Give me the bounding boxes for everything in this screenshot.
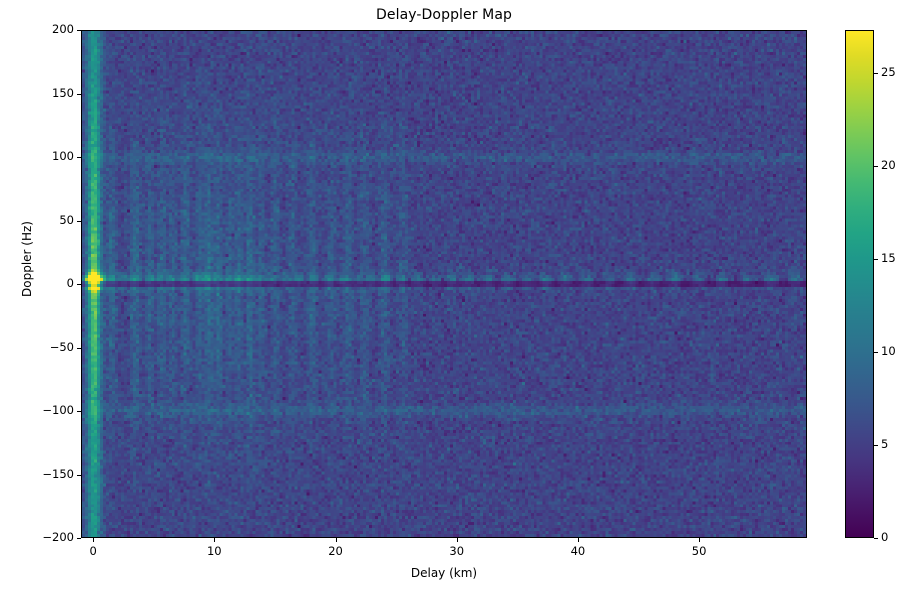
y-tick-mark [77, 220, 81, 222]
x-tick-mark [335, 538, 337, 542]
plot-area[interactable] [81, 30, 807, 538]
y-tick-label: 200 [52, 22, 74, 36]
colorbar-tick-mark [874, 351, 878, 353]
x-tick-label: 40 [570, 544, 586, 558]
y-tick-label: 50 [59, 212, 74, 227]
x-tick-label: 10 [206, 544, 222, 558]
page-title: Delay-Doppler Map [375, 7, 513, 23]
x-tick-mark [214, 538, 216, 542]
colorbar-tick-label: 15 [881, 250, 896, 265]
y-tick-mark [77, 347, 81, 349]
x-tick-label: 50 [691, 544, 707, 558]
x-tick-mark [577, 538, 579, 542]
x-tick-label: 20 [328, 544, 343, 558]
y-tick-label: −100 [42, 403, 74, 417]
x-tick-label: 30 [449, 544, 465, 558]
y-tick-label: 100 [52, 149, 74, 163]
colorbar[interactable] [845, 30, 874, 538]
y-tick-mark [77, 284, 81, 285]
y-tick-mark [77, 474, 81, 476]
y-tick-mark [77, 30, 81, 31]
x-tick-mark [456, 538, 458, 542]
y-tick-label: 0 [66, 276, 74, 290]
y-tick-label: −200 [42, 530, 74, 544]
x-tick-mark [699, 538, 701, 542]
colorbar-tick-label: 10 [881, 343, 896, 358]
y-axis-label: Doppler (Hz) [20, 221, 34, 297]
x-tick-label: 0 [89, 544, 97, 558]
delay-doppler-heatmap [82, 31, 806, 537]
y-tick-label: −150 [42, 466, 74, 481]
colorbar-gradient [846, 31, 873, 537]
colorbar-tick-mark [874, 444, 878, 446]
y-tick-mark [77, 538, 81, 539]
colorbar-tick-mark [874, 72, 878, 74]
x-axis-label: Delay (km) [410, 566, 478, 580]
colorbar-tick-label: 25 [881, 64, 896, 79]
colorbar-tick-mark [874, 165, 878, 167]
colorbar-tick-label: 20 [881, 157, 896, 172]
y-tick-label: 150 [52, 85, 74, 100]
y-tick-mark [77, 93, 81, 95]
x-tick-mark [93, 538, 95, 542]
y-tick-mark [77, 411, 81, 412]
y-tick-mark [77, 157, 81, 158]
y-tick-label: −50 [49, 339, 74, 354]
colorbar-tick-mark [874, 538, 878, 539]
colorbar-tick-label: 5 [881, 436, 889, 451]
colorbar-tick-mark [874, 258, 878, 260]
colorbar-tick-label: 0 [881, 530, 889, 544]
